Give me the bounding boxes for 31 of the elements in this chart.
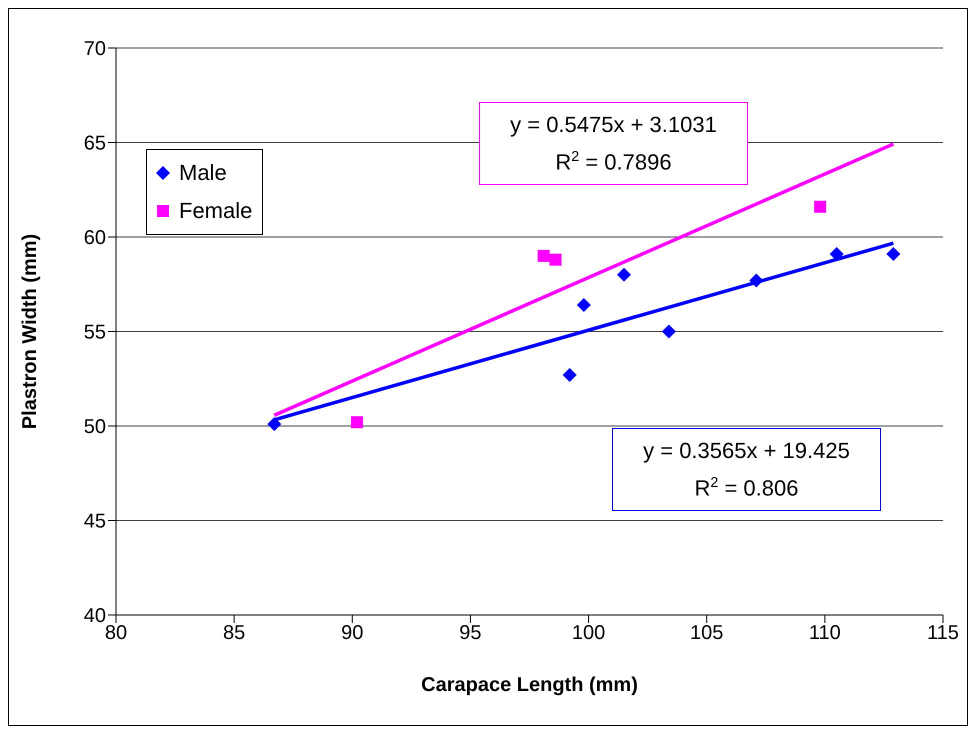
point [267, 417, 282, 432]
y-tick-label: 45 [84, 510, 106, 533]
y-tick-label: 40 [84, 605, 106, 628]
point [576, 298, 591, 312]
x-axis-title: Carapace Length (mm) [421, 674, 638, 696]
x-tick-label: 110 [808, 622, 841, 644]
x-tick-label: 85 [223, 622, 246, 644]
x-tick-label: 90 [341, 622, 364, 644]
point [814, 200, 826, 213]
point [617, 268, 632, 282]
y-tick-label: 60 [84, 227, 106, 250]
point [886, 247, 900, 262]
x-tick-label: 95 [459, 622, 482, 644]
point [562, 368, 577, 382]
y-tick-label: 65 [84, 132, 106, 155]
x-tick-label: 115 [927, 622, 959, 644]
annotation: y = 0.3565x + 19.425 R$^{2}$ = 0.806 [643, 438, 850, 500]
x-tick-label: 80 [104, 622, 128, 644]
point [538, 250, 550, 262]
y-tick-label: 55 [84, 322, 106, 344]
x-tick-label: 100 [572, 622, 606, 644]
legend-label: Male [179, 159, 227, 187]
y-axis-title: Plastron Width (mm) [19, 234, 42, 430]
x-tick-label: 105 [690, 622, 724, 644]
annotation: y = 0.5475x + 3.1031 R$^{2}$ = 0.7896 [510, 112, 717, 174]
point [351, 416, 364, 428]
legend-label: Female [179, 197, 252, 225]
point [662, 324, 676, 338]
y-tick-label: 70 [84, 38, 106, 60]
point [549, 254, 562, 266]
y-tick-label: 50 [84, 416, 106, 438]
